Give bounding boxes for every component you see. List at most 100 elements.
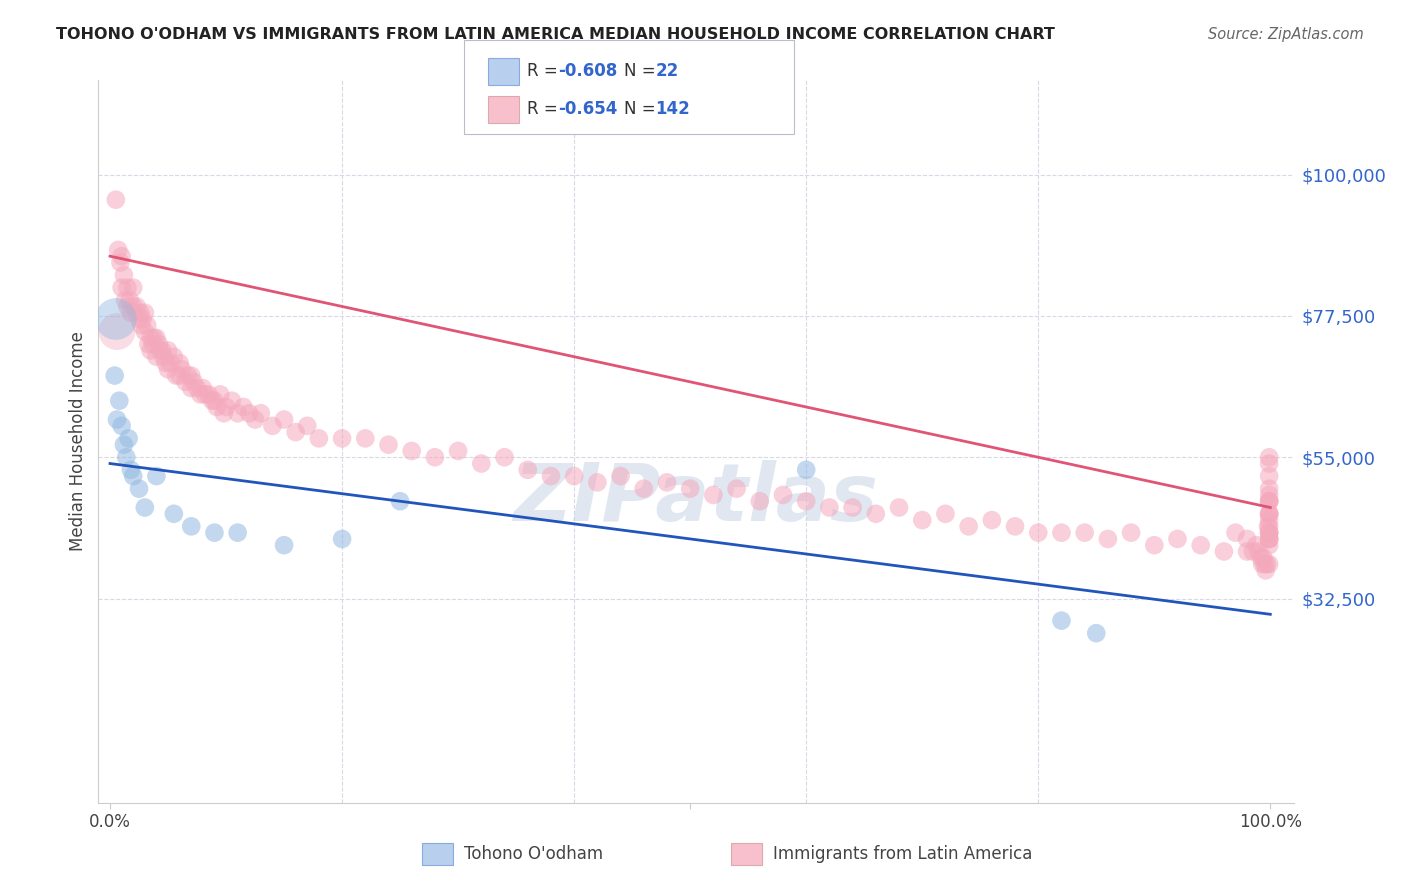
Point — [1251, 557, 1274, 571]
Point — [1258, 519, 1281, 533]
Point — [1050, 614, 1073, 628]
Point — [1119, 525, 1142, 540]
Point — [128, 482, 150, 496]
Point — [1073, 525, 1095, 540]
Point — [111, 280, 134, 294]
Point — [238, 406, 260, 420]
Point — [1258, 525, 1281, 540]
Point — [1258, 507, 1281, 521]
Point — [794, 494, 817, 508]
Point — [159, 356, 181, 370]
Point — [150, 343, 173, 358]
Point — [215, 400, 238, 414]
Point — [633, 482, 655, 496]
Point — [702, 488, 724, 502]
Point — [1258, 532, 1281, 546]
Point — [423, 450, 446, 465]
Point — [562, 469, 585, 483]
Point — [205, 400, 228, 414]
Point — [401, 444, 423, 458]
Point — [197, 387, 219, 401]
Point — [145, 469, 167, 483]
Point — [117, 431, 139, 445]
Point — [111, 418, 134, 433]
Point — [389, 494, 412, 508]
Text: TOHONO O'ODHAM VS IMMIGRANTS FROM LATIN AMERICA MEDIAN HOUSEHOLD INCOME CORRELAT: TOHONO O'ODHAM VS IMMIGRANTS FROM LATIN … — [56, 27, 1054, 42]
Text: -0.608: -0.608 — [558, 62, 617, 80]
Point — [209, 387, 232, 401]
Point — [108, 393, 131, 408]
Y-axis label: Median Household Income: Median Household Income — [69, 332, 87, 551]
Point — [1258, 525, 1281, 540]
Point — [180, 381, 202, 395]
Point — [273, 538, 295, 552]
Point — [1258, 557, 1281, 571]
Point — [177, 368, 200, 383]
Point — [354, 431, 377, 445]
Point — [1166, 532, 1188, 546]
Point — [104, 312, 127, 326]
Text: -0.654: -0.654 — [558, 100, 617, 119]
Point — [1254, 563, 1277, 577]
Point — [118, 293, 141, 308]
Point — [377, 438, 399, 452]
Point — [165, 368, 187, 383]
Point — [148, 337, 170, 351]
Point — [1246, 538, 1268, 552]
Text: R =: R = — [527, 62, 564, 80]
Text: N =: N = — [624, 62, 661, 80]
Point — [170, 362, 193, 376]
Point — [250, 406, 273, 420]
Point — [226, 406, 249, 420]
Point — [221, 393, 243, 408]
Point — [131, 312, 153, 326]
Point — [232, 400, 254, 414]
Point — [1050, 525, 1073, 540]
Point — [1258, 488, 1281, 502]
Point — [155, 356, 177, 370]
Point — [186, 381, 208, 395]
Point — [122, 300, 145, 314]
Point — [157, 343, 180, 358]
Point — [212, 406, 235, 420]
Point — [122, 469, 145, 483]
Point — [794, 463, 817, 477]
Text: Source: ZipAtlas.com: Source: ZipAtlas.com — [1208, 27, 1364, 42]
Point — [655, 475, 678, 490]
Point — [1258, 494, 1281, 508]
Point — [128, 312, 150, 326]
Point — [163, 350, 186, 364]
Point — [540, 469, 562, 483]
Point — [1253, 550, 1275, 565]
Point — [104, 193, 127, 207]
Point — [117, 280, 139, 294]
Point — [105, 412, 128, 426]
Point — [516, 463, 538, 477]
Point — [330, 532, 353, 546]
Point — [107, 243, 129, 257]
Text: R =: R = — [527, 100, 564, 119]
Point — [1250, 550, 1272, 565]
Point — [1097, 532, 1119, 546]
Point — [1258, 507, 1281, 521]
Point — [129, 306, 152, 320]
Point — [134, 500, 156, 515]
Text: Immigrants from Latin America: Immigrants from Latin America — [773, 845, 1032, 863]
Point — [865, 507, 887, 521]
Point — [934, 507, 956, 521]
Point — [284, 425, 307, 439]
Point — [136, 337, 159, 351]
Text: 142: 142 — [655, 100, 690, 119]
Point — [149, 343, 172, 358]
Point — [183, 375, 205, 389]
Point — [772, 488, 794, 502]
Point — [110, 255, 132, 269]
Point — [143, 331, 166, 345]
Point — [115, 450, 138, 465]
Point — [1256, 557, 1278, 571]
Point — [957, 519, 980, 533]
Point — [1085, 626, 1108, 640]
Point — [1258, 513, 1281, 527]
Point — [174, 375, 197, 389]
Point — [163, 507, 186, 521]
